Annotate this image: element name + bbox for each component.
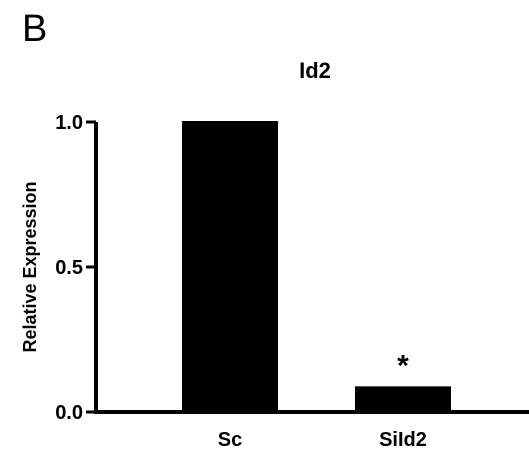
- bar-sc: [182, 121, 278, 413]
- annotations-group: *: [397, 349, 409, 382]
- x-tick-label-sc: Sc: [218, 429, 242, 451]
- panel-label: B: [22, 8, 48, 50]
- x-ticks-group: Sc SiId2: [218, 429, 427, 451]
- bars-group: [182, 121, 451, 414]
- x-tick-label-siid2: SiId2: [379, 429, 427, 451]
- y-axis-label: Relative Expression: [20, 181, 40, 352]
- y-tick-label: 0.5: [55, 257, 83, 279]
- bar-siid2: [355, 386, 451, 414]
- y-ticks-group: 0.0 0.5 1.0: [55, 112, 96, 424]
- chart-title: Id2: [299, 58, 331, 83]
- y-tick-label: 1.0: [55, 112, 83, 134]
- significance-asterisk: *: [397, 349, 409, 382]
- y-tick-label: 0.0: [55, 402, 83, 424]
